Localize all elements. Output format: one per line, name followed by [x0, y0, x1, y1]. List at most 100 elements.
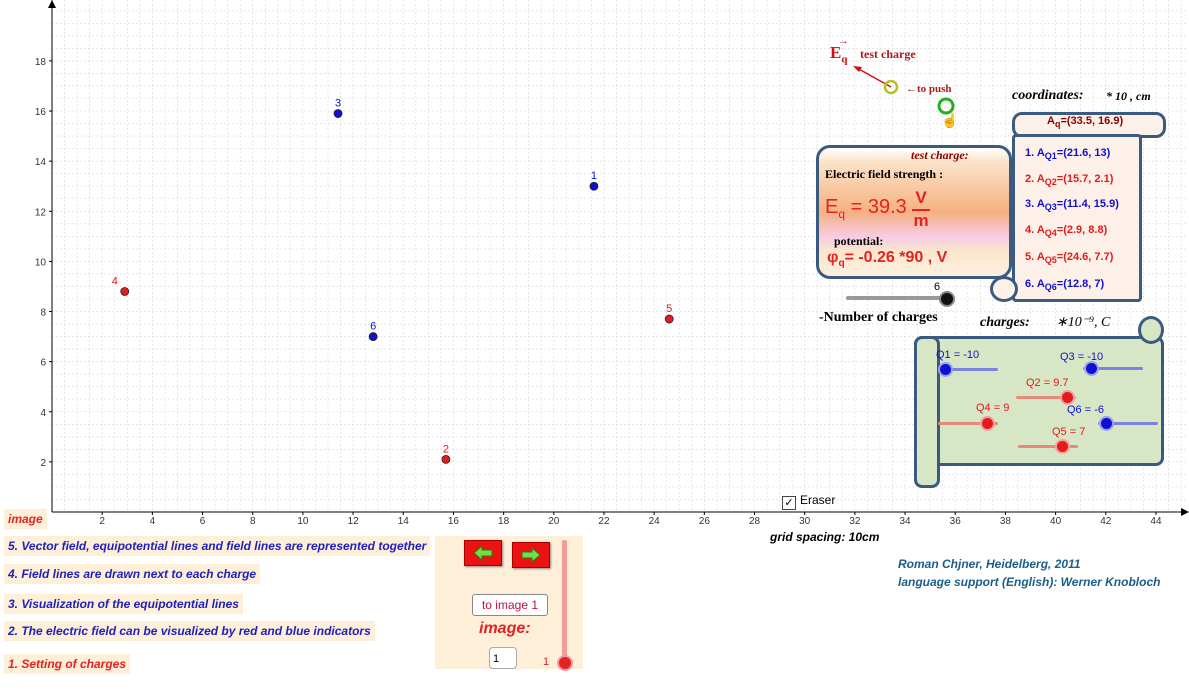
- coordinate-text: 3.: [1025, 198, 1037, 210]
- charge-slider-label: Q5 = 7: [1052, 426, 1086, 438]
- coordinate-text: 1.: [1025, 147, 1037, 159]
- charge-slider-handle[interactable]: [938, 362, 953, 377]
- charge-slider-label: Q3 = -10: [1060, 351, 1104, 363]
- next-image-button[interactable]: [512, 542, 550, 568]
- num-charges-value: 6: [934, 281, 941, 293]
- charge-slider-track[interactable]: [1016, 396, 1076, 399]
- menu-item-4[interactable]: 4. Field lines are drawn next to each ch…: [4, 564, 261, 584]
- charge-slider-handle[interactable]: [1084, 361, 1099, 376]
- coordinate-text: Q4: [1044, 228, 1057, 239]
- x-tick-label: 40: [1050, 516, 1062, 527]
- coordinate-text: 6.: [1025, 278, 1037, 290]
- vector-arrow-icon: →: [838, 35, 849, 47]
- push-label: ←to push: [906, 83, 952, 95]
- coordinate-text: A: [1036, 278, 1045, 290]
- charge-coordinate-row: 6. AQ6=(12.8, 7): [1025, 278, 1104, 292]
- to-image-button[interactable]: to image 1: [472, 594, 548, 616]
- charge-slider-label: Q6 = -6: [1067, 404, 1104, 416]
- hand-cursor-icon: ☝: [941, 111, 958, 129]
- field-strength-value: Eq = 39.3: [825, 196, 907, 221]
- menu-item-5[interactable]: 5. Vector field, equipotential lines and…: [4, 536, 431, 556]
- charge-point-3[interactable]: [333, 109, 343, 118]
- image-number-input[interactable]: 1: [489, 647, 517, 669]
- menu-item-3[interactable]: 3. Visualization of the equipotential li…: [4, 594, 243, 614]
- image-slider-track[interactable]: [562, 540, 567, 662]
- coordinate-text: Q2: [1044, 177, 1057, 188]
- axes: [48, 0, 1189, 516]
- author-credit: Roman Chjner, Heidelberg, 2011: [898, 557, 1081, 571]
- coordinate-text: 5.: [1025, 251, 1037, 263]
- coordinate-text: =(21.6, 13): [1056, 147, 1111, 159]
- coordinate-text: =(12.8, 7): [1056, 278, 1105, 290]
- charge-point-6[interactable]: [368, 332, 378, 341]
- charge-slider-handle[interactable]: [1099, 416, 1114, 431]
- axis-tick-labels: 2 4 6 8 10 12 14 16 18 20 22 24 26 28 30 32 34 36 38 40 42 44…: [35, 57, 1162, 527]
- coordinate-text: A: [1036, 173, 1045, 185]
- x-tick-label: 36: [950, 516, 962, 527]
- right-arrow-icon: [521, 546, 541, 564]
- coordinate-text: =(11.4, 15.9): [1056, 198, 1119, 210]
- menu-item-2[interactable]: 2. The electric field can be visualized …: [4, 621, 375, 641]
- scroll-curl-right: [1138, 316, 1164, 344]
- scroll-curl: [990, 276, 1018, 302]
- field-vector-label: Eq →: [830, 35, 849, 66]
- coordinate-text: 4.: [1025, 224, 1037, 236]
- potential-value: φq= -0.26 *90 , V: [827, 249, 948, 270]
- charge-point-2[interactable]: [441, 454, 451, 464]
- coordinate-text: 2.: [1025, 173, 1037, 185]
- test-charge-label: test charge: [860, 47, 916, 61]
- y-tick-label: 6: [40, 358, 46, 369]
- language-credit: language support (English): Werner Knobl…: [898, 575, 1161, 589]
- x-tick-label: 4: [150, 516, 156, 527]
- x-tick-label: 28: [749, 516, 761, 527]
- charge-slider-handle[interactable]: [1060, 390, 1075, 405]
- coordinate-text: =(2.9, 8.8): [1056, 224, 1108, 236]
- test-charge-point[interactable]: [883, 79, 899, 95]
- charge-slider-handle[interactable]: [1055, 439, 1070, 454]
- charge-slider-track[interactable]: [1083, 367, 1143, 370]
- charge-point-5[interactable]: [664, 314, 674, 324]
- x-tick-label: 30: [799, 516, 811, 527]
- charge-slider-label: Q4 = 9: [976, 402, 1010, 414]
- charge-point-4[interactable]: [120, 287, 130, 296]
- charge-slider-track[interactable]: [1098, 422, 1158, 425]
- coordinate-text: Q3: [1044, 202, 1057, 213]
- charge-point-label: 4: [112, 275, 118, 287]
- eraser-label: Eraser: [800, 493, 836, 507]
- menu-header: image: [4, 509, 47, 529]
- charge-point-1[interactable]: [589, 181, 599, 191]
- grid-spacing-label: grid spacing: 10cm: [770, 530, 880, 544]
- eraser-check-box[interactable]: ✓: [782, 496, 796, 510]
- push-handle[interactable]: [937, 97, 955, 115]
- y-tick-label: 14: [35, 157, 47, 168]
- image-slider-handle[interactable]: [557, 655, 573, 671]
- x-tick-label: 8: [250, 516, 256, 527]
- charge-points[interactable]: 1 2 3 4 5 6: [112, 98, 674, 464]
- num-charges-track[interactable]: [846, 296, 946, 300]
- y-tick-label: 12: [35, 207, 47, 218]
- coordinate-text: Q1: [1044, 151, 1057, 162]
- menu-item-1[interactable]: 1. Setting of charges: [4, 654, 131, 674]
- charge-slider-track[interactable]: [938, 368, 998, 371]
- coordinates-unit: * 10 , cm: [1106, 89, 1151, 103]
- charge-slider-track[interactable]: [938, 422, 998, 425]
- x-tick-label: 34: [899, 516, 911, 527]
- charge-slider-handle[interactable]: [980, 416, 995, 431]
- x-tick-label: 42: [1100, 516, 1112, 527]
- coordinates-title: coordinates:: [1012, 88, 1084, 103]
- eraser-checkbox[interactable]: ✓ Eraser: [782, 493, 835, 510]
- charge-slider-track[interactable]: [1018, 445, 1078, 448]
- coordinate-text: Q6: [1044, 282, 1057, 293]
- charge-slider-label: Q2 = 9.7: [1026, 377, 1069, 389]
- y-tick-label: 18: [35, 57, 47, 68]
- x-tick-label: 38: [1000, 516, 1012, 527]
- x-tick-label: 22: [598, 516, 610, 527]
- previous-image-button[interactable]: [464, 540, 502, 566]
- charge-point-label: 5: [666, 303, 672, 315]
- x-tick-label: 24: [649, 516, 661, 527]
- test-charge[interactable]: ☝: [853, 66, 958, 129]
- num-charges-handle[interactable]: [939, 291, 955, 307]
- image-slider-value: 1: [543, 656, 550, 668]
- x-tick-label: 32: [849, 516, 861, 527]
- charge-point-label: 6: [370, 321, 376, 333]
